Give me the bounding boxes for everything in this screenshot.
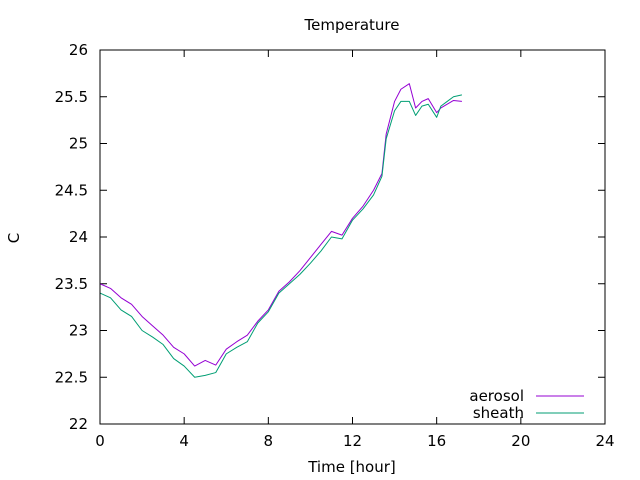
y-tick-label: 24.5 bbox=[55, 181, 88, 199]
y-tick-label: 24 bbox=[69, 228, 88, 246]
legend-label-sheath: sheath bbox=[473, 404, 524, 422]
chart-title: Temperature bbox=[303, 16, 399, 34]
x-tick-label: 20 bbox=[511, 432, 530, 450]
x-axis-label: Time [hour] bbox=[307, 458, 396, 476]
y-tick-label: 25.5 bbox=[55, 88, 88, 106]
y-tick-label: 23.5 bbox=[55, 275, 88, 293]
y-tick-label: 26 bbox=[69, 41, 88, 59]
x-tick-label: 0 bbox=[95, 432, 105, 450]
series-lines bbox=[99, 83, 463, 378]
y-tick-label: 25 bbox=[69, 135, 88, 153]
y-axis-label: C bbox=[5, 233, 23, 243]
legend-label-aerosol: aerosol bbox=[469, 387, 524, 405]
series-line-sheath bbox=[99, 94, 463, 378]
x-tick-label: 4 bbox=[179, 432, 189, 450]
axis-ticks: 0 4 8 12 16 20 24 22 22.5 23 23.5 24 24.5 25 25.5 26 bbox=[55, 41, 615, 450]
series-line-aerosol bbox=[99, 83, 462, 367]
y-tick-label: 22 bbox=[69, 415, 88, 433]
y-tick-label: 22.5 bbox=[55, 368, 88, 386]
x-tick-label: 8 bbox=[264, 432, 274, 450]
x-tick-label: 24 bbox=[595, 432, 614, 450]
plot-frame bbox=[99, 49, 606, 425]
y-tick-label: 23 bbox=[69, 322, 88, 340]
x-tick-label: 16 bbox=[427, 432, 446, 450]
x-tick-label: 12 bbox=[343, 432, 362, 450]
